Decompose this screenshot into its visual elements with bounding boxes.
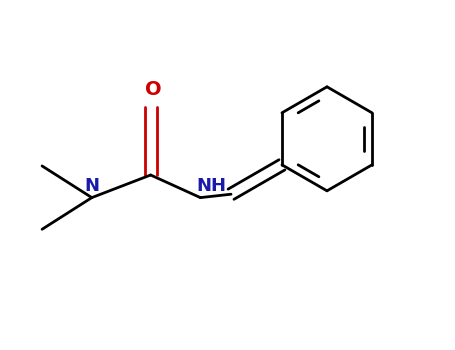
Text: O: O bbox=[145, 80, 161, 99]
Text: N: N bbox=[84, 177, 99, 195]
Text: NH: NH bbox=[197, 177, 227, 195]
